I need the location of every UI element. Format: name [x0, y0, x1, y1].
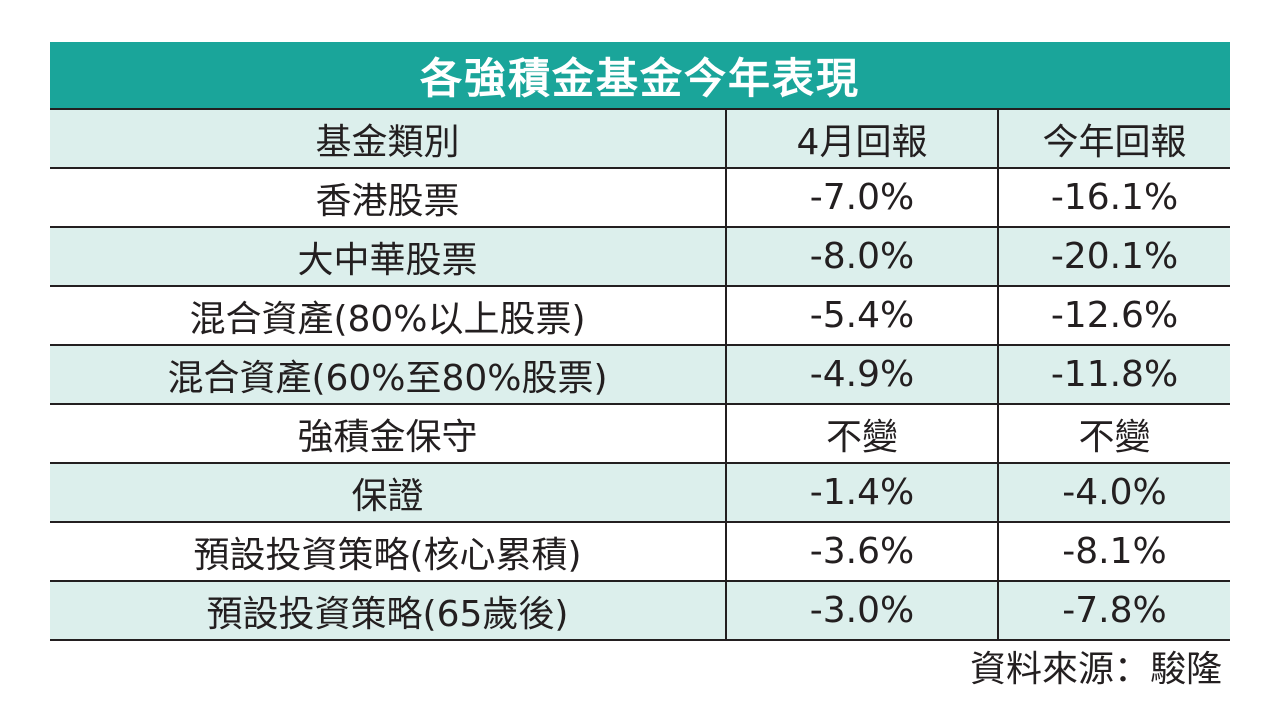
- cell-category: 香港股票: [50, 167, 726, 227]
- cell-category: 預設投資策略(核心累積): [50, 521, 726, 581]
- cell-april-return: -7.0%: [725, 167, 998, 227]
- table-row: 混合資產(60%至80%股票) -4.9% -11.8%: [50, 344, 1230, 404]
- cell-april-return: -3.0%: [725, 580, 998, 640]
- table-row: 預設投資策略(65歲後) -3.0% -7.8%: [50, 580, 1230, 640]
- cell-ytd-return: -7.8%: [997, 580, 1230, 640]
- column-header-april-return: 4月回報: [725, 108, 998, 168]
- cell-april-return: 不變: [725, 403, 998, 463]
- cell-april-return: -5.4%: [725, 285, 998, 345]
- cell-ytd-return: -4.0%: [997, 462, 1230, 522]
- table-row: 混合資產(80%以上股票) -5.4% -12.6%: [50, 285, 1230, 345]
- data-table: 基金類別 4月回報 今年回報 香港股票 -7.0% -16.1% 大中華股票 -8.0%…: [50, 108, 1230, 641]
- table-body: 香港股票 -7.0% -16.1% 大中華股票 -8.0% -20.1% 混合資產(80%以…: [50, 167, 1230, 640]
- cell-category: 大中華股票: [50, 226, 726, 286]
- cell-ytd-return: -11.8%: [997, 344, 1230, 404]
- table-title: 各強積金基金今年表現: [50, 42, 1230, 108]
- column-header-category: 基金類別: [50, 108, 726, 168]
- cell-ytd-return: -16.1%: [997, 167, 1230, 227]
- source-note: 資料來源：駿隆: [969, 649, 1222, 690]
- cell-ytd-return: -12.6%: [997, 285, 1230, 345]
- cell-category: 保證: [50, 462, 726, 522]
- table-row: 大中華股票 -8.0% -20.1%: [50, 226, 1230, 286]
- cell-april-return: -4.9%: [725, 344, 998, 404]
- cell-april-return: -1.4%: [725, 462, 998, 522]
- cell-category: 預設投資策略(65歲後): [50, 580, 726, 640]
- cell-ytd-return: -8.1%: [997, 521, 1230, 581]
- cell-category: 混合資產(80%以上股票): [50, 285, 726, 345]
- table-row: 強積金保守 不變 不變: [50, 403, 1230, 463]
- cell-category: 強積金保守: [50, 403, 726, 463]
- table-row: 保證 -1.4% -4.0%: [50, 462, 1230, 522]
- column-header-ytd-return: 今年回報: [997, 108, 1230, 168]
- cell-ytd-return: -20.1%: [997, 226, 1230, 286]
- cell-ytd-return: 不變: [997, 403, 1230, 463]
- cell-category: 混合資產(60%至80%股票): [50, 344, 726, 404]
- cell-april-return: -3.6%: [725, 521, 998, 581]
- fund-performance-table: 各強積金基金今年表現 基金類別 4月回報 今年回報 香港股票 -7.0% -16.1…: [50, 42, 1230, 641]
- table-row: 預設投資策略(核心累積) -3.6% -8.1%: [50, 521, 1230, 581]
- cell-april-return: -8.0%: [725, 226, 998, 286]
- header-row: 基金類別 4月回報 今年回報: [50, 108, 1230, 168]
- table-row: 香港股票 -7.0% -16.1%: [50, 167, 1230, 227]
